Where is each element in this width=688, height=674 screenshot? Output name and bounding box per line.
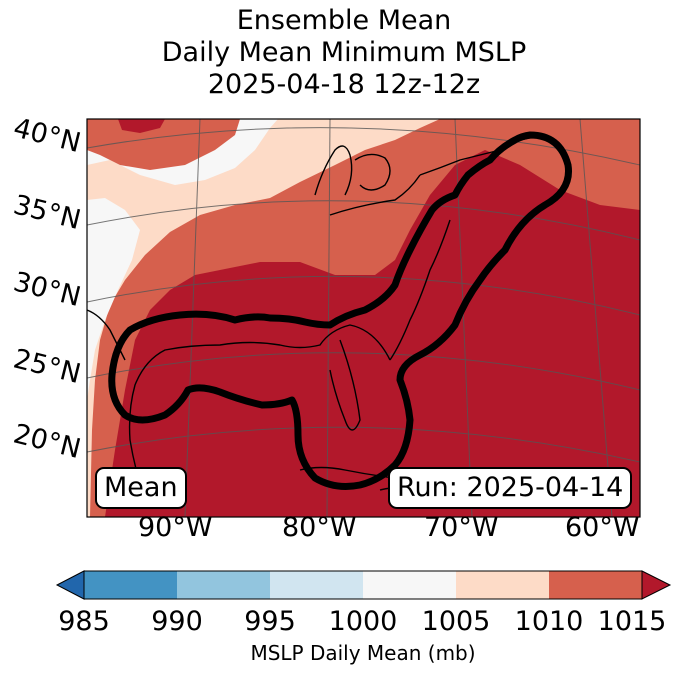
colorbar-under-triangle [55,570,85,600]
band-1010-1015 [87,119,640,517]
colorbar-tick-995: 995 [244,606,296,637]
chart-title-line-3: 2025-04-18 12z-12z [207,69,481,100]
colorbar-tick-1000: 1000 [328,606,398,637]
chart-title-line-2: Daily Mean Minimum MSLP [161,37,527,68]
colorbar-bin-985-990 [84,571,177,599]
map-area [87,119,640,517]
colorbar [55,570,672,600]
colorbar-tick-1015: 1015 [597,606,667,637]
lon-label-90w: 90°W [138,512,213,543]
run-date-box: Run: 2025-04-14 [388,467,633,509]
lon-label-80w: 80°W [282,512,357,543]
colorbar-tick-985: 985 [58,606,110,637]
colorbar-bin-1000-1005 [363,571,456,599]
colorbar-bin-1005-1010 [456,571,549,599]
graticule [87,119,640,517]
band-1010-patch [87,119,240,170]
chart-title-line-1: Ensemble Mean [236,5,452,36]
colorbar-over-triangle [641,570,672,600]
band-1015-patch [118,119,165,133]
band-1005-1010 [87,119,440,517]
colorbar-bin-990-995 [177,571,270,599]
colorbar-tick-1010: 1010 [514,606,584,637]
ensemble-outline [108,131,573,490]
colorbar-label: MSLP Daily Mean (mb) [250,641,476,665]
colorbar-frame [83,570,643,600]
lon-label-60w: 60°W [565,512,640,543]
colorbar-tick-990: 990 [151,606,203,637]
map-frame [86,118,641,518]
colorbar-bin-1010-1015 [549,571,642,599]
colorbar-tick-1005: 1005 [421,606,491,637]
colorbar-bin-995-1000 [270,571,363,599]
lon-label-70w: 70°W [424,512,499,543]
mean-label-box: Mean [95,467,187,509]
band-1000-1005-west [87,198,140,400]
coastlines [87,134,546,501]
